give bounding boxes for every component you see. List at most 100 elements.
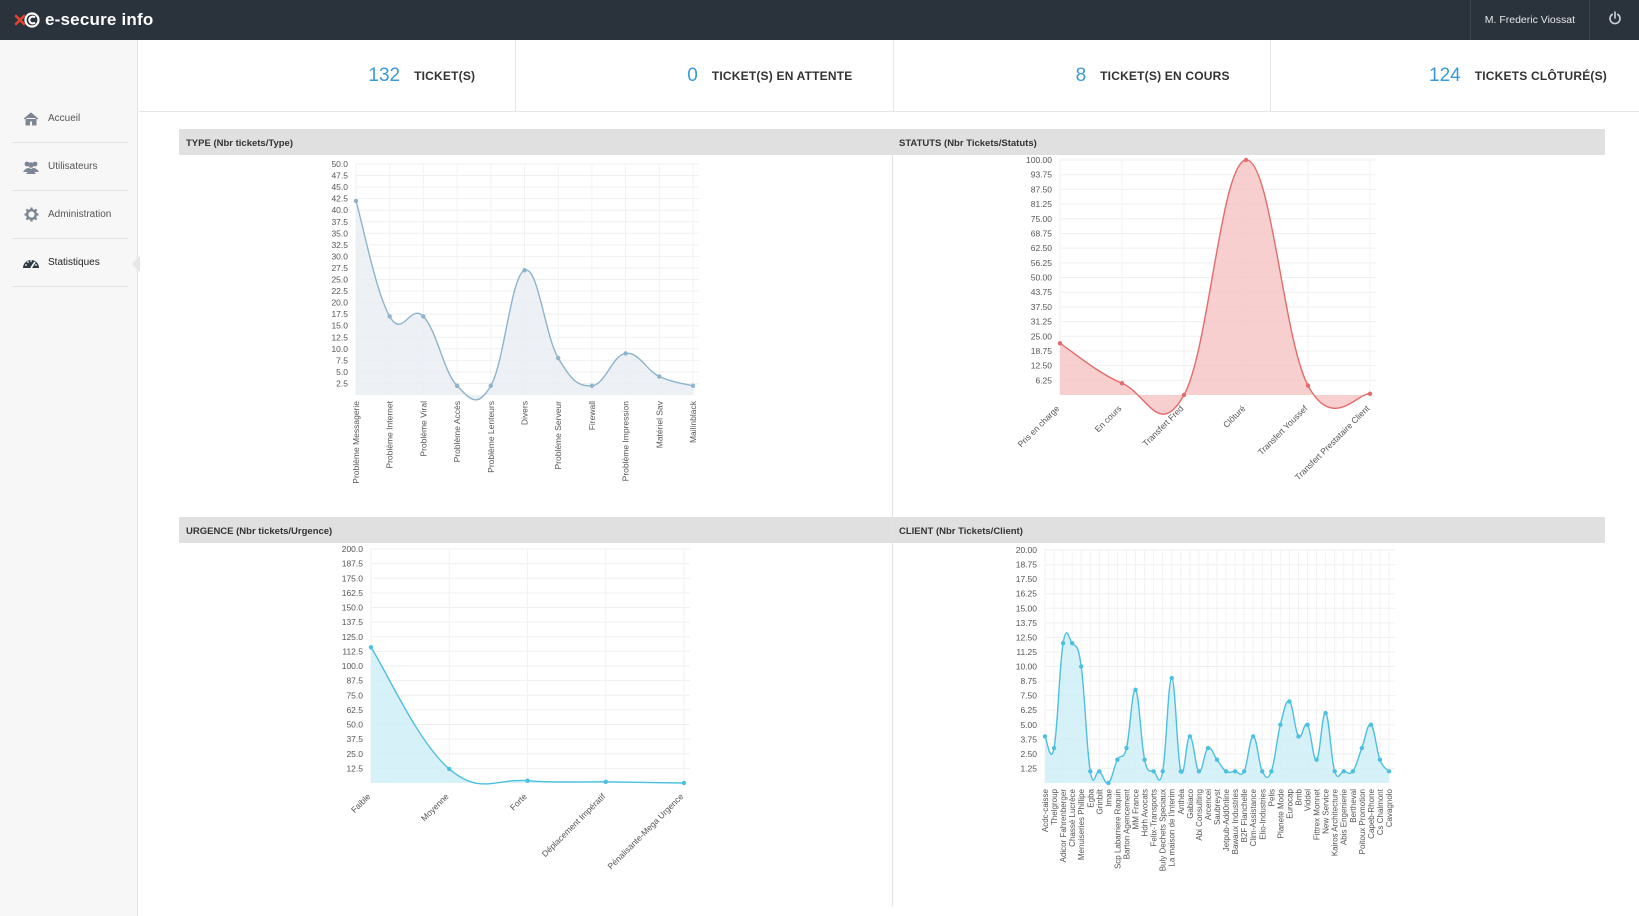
data-point bbox=[1332, 769, 1337, 774]
x-tick-label: Cavagnolo bbox=[1385, 788, 1394, 827]
data-point bbox=[1205, 745, 1211, 751]
y-tick-label: 3.75 bbox=[1020, 734, 1037, 744]
y-tick-label: 25.0 bbox=[331, 275, 348, 285]
chart-grid bbox=[1044, 549, 1395, 783]
panel-title: STATUTS (Nbr Tickets/Statuts) bbox=[892, 129, 1605, 155]
y-tick-label: 40.0 bbox=[331, 205, 348, 215]
y-tick-label: 125.0 bbox=[342, 632, 364, 642]
x-tick-label: Viddel bbox=[1304, 789, 1313, 811]
sidebar-item-utilisateurs[interactable]: Utilisateurs bbox=[12, 143, 128, 191]
user-menu[interactable]: M. Frederic Viossat bbox=[1469, 0, 1589, 40]
data-point bbox=[1187, 734, 1193, 739]
y-tick-label: 100.0 bbox=[342, 661, 364, 671]
panel-title: TYPE (Nbr tickets/Type) bbox=[179, 129, 892, 155]
data-point bbox=[1341, 769, 1346, 774]
data-point bbox=[623, 351, 628, 356]
x-tick-label: Bertheval bbox=[1349, 789, 1358, 823]
y-tick-label: 20.0 bbox=[331, 298, 348, 308]
y-tick-label: 2.50 bbox=[1020, 749, 1037, 759]
y-tick-label: 25.0 bbox=[346, 749, 363, 759]
y-tick-label: 17.5 bbox=[331, 309, 348, 319]
sidebar-item-statistiques[interactable]: Statistiques bbox=[12, 239, 140, 287]
home-icon bbox=[22, 111, 40, 127]
data-point bbox=[447, 766, 452, 772]
x-tick-label: Problème Serveur bbox=[553, 401, 563, 470]
x-tick-label: Cs Chalmont bbox=[1376, 788, 1385, 835]
x-tick-label: Forte bbox=[508, 791, 529, 812]
stat-value: 124 bbox=[1429, 65, 1461, 86]
sidebar-item-administration[interactable]: Administration bbox=[12, 191, 128, 239]
data-point bbox=[1305, 383, 1311, 388]
data-point bbox=[522, 268, 527, 273]
x-tick-label: Problème Internet bbox=[385, 400, 395, 468]
x-tick-label: Divers bbox=[520, 401, 530, 425]
y-tick-label: 8.75 bbox=[1020, 676, 1037, 686]
sidebar-item-accueil[interactable]: Accueil bbox=[12, 95, 128, 143]
data-point bbox=[589, 383, 595, 388]
x-tick-label: Pénalisante-Mega Urgence bbox=[606, 791, 686, 871]
x-tick-label: Arcencei bbox=[1204, 789, 1213, 820]
data-point bbox=[1057, 341, 1063, 346]
data-point bbox=[488, 383, 493, 388]
y-tick-label: 50.0 bbox=[346, 720, 363, 730]
x-tick-label: Imae bbox=[1104, 788, 1113, 806]
data-point bbox=[1115, 757, 1120, 762]
data-point bbox=[1181, 392, 1187, 398]
logout-button[interactable] bbox=[1589, 0, 1639, 40]
y-tick-label: 37.5 bbox=[331, 217, 348, 227]
x-tick-label: Adicor Fahrenberger bbox=[1059, 789, 1068, 863]
y-tick-label: 10.0 bbox=[331, 344, 348, 354]
logo-text: e-secure info bbox=[45, 10, 154, 29]
x-tick-label: Déplacement Impératif bbox=[540, 791, 608, 859]
logo[interactable]: e-secure info bbox=[14, 8, 153, 32]
dashboard-icon bbox=[22, 255, 40, 271]
client-chart: 1.25 2.50 3.75 5.00 6.25 7.50 8.75 10.00 11.25 12… bbox=[1016, 545, 1395, 871]
x-tick-label: New Service bbox=[1322, 788, 1331, 833]
sidebar-item-label: Administration bbox=[48, 209, 112, 220]
stat-in-progress-tickets: 8 TICKET(S) EN COURS bbox=[894, 40, 1271, 112]
x-tick-label: Saubreyst bbox=[1213, 788, 1222, 825]
data-point bbox=[421, 314, 426, 319]
stat-label: TICKETS CLÔTURÉ(S) bbox=[1474, 69, 1607, 83]
x-tick-label: Bmb bbox=[1294, 788, 1303, 805]
y-tick-label: 112.5 bbox=[342, 646, 363, 656]
x-tick-label: Matériel Sav bbox=[654, 400, 664, 448]
y-tick-label: 25.00 bbox=[1031, 331, 1053, 341]
x-tick-label: En cours bbox=[1093, 403, 1124, 434]
x-tick-label: Elio-Industries bbox=[1258, 789, 1267, 840]
x-tick-label: La maison de l'interim bbox=[1168, 789, 1177, 867]
data-point bbox=[1124, 745, 1129, 751]
series-area bbox=[1045, 632, 1389, 784]
data-point bbox=[1305, 722, 1310, 727]
data-point bbox=[1051, 745, 1057, 751]
stat-total-tickets: 132 TICKET(S) bbox=[139, 40, 517, 112]
data-point bbox=[1079, 664, 1084, 669]
x-tick-label: Planete Mode bbox=[1276, 788, 1285, 838]
panel-urgence: URGENCE (Nbr tickets/Urgence) 12.5 25.0 37… bbox=[179, 517, 892, 906]
x-tick-label: Acdc-caisse bbox=[1041, 788, 1050, 832]
data-point bbox=[1223, 769, 1229, 774]
y-tick-label: 17.50 bbox=[1016, 574, 1038, 584]
data-point bbox=[1323, 710, 1328, 716]
data-point bbox=[1119, 381, 1125, 386]
y-tick-label: 45.0 bbox=[331, 182, 348, 192]
y-tick-label: 93.75 bbox=[1031, 170, 1053, 180]
x-tick-label: Abi Consulting bbox=[1195, 789, 1204, 841]
panel-client: CLIENT (Nbr Tickets/Client) 1.25 2.50 3.75… bbox=[892, 517, 1605, 906]
y-tick-label: 100.00 bbox=[1026, 155, 1052, 165]
x-tick-label: Bawaux Industries bbox=[1231, 789, 1240, 854]
data-point bbox=[1178, 769, 1183, 774]
panel-divider bbox=[892, 154, 893, 906]
power-icon bbox=[1608, 10, 1622, 30]
gear-icon bbox=[22, 207, 40, 223]
y-tick-label: 15.0 bbox=[331, 321, 348, 331]
x-tick-label: Problème Impression bbox=[621, 401, 631, 482]
y-tick-label: 42.5 bbox=[331, 194, 348, 204]
x-tick-label: Clim-Assistance bbox=[1249, 788, 1258, 846]
data-point bbox=[1367, 391, 1373, 397]
y-tick-label: 75.00 bbox=[1031, 214, 1053, 224]
y-tick-label: 15.00 bbox=[1016, 603, 1038, 613]
y-tick-label: 6.25 bbox=[1035, 375, 1052, 385]
data-point bbox=[1243, 157, 1249, 163]
y-tick-label: 162.5 bbox=[342, 588, 364, 598]
